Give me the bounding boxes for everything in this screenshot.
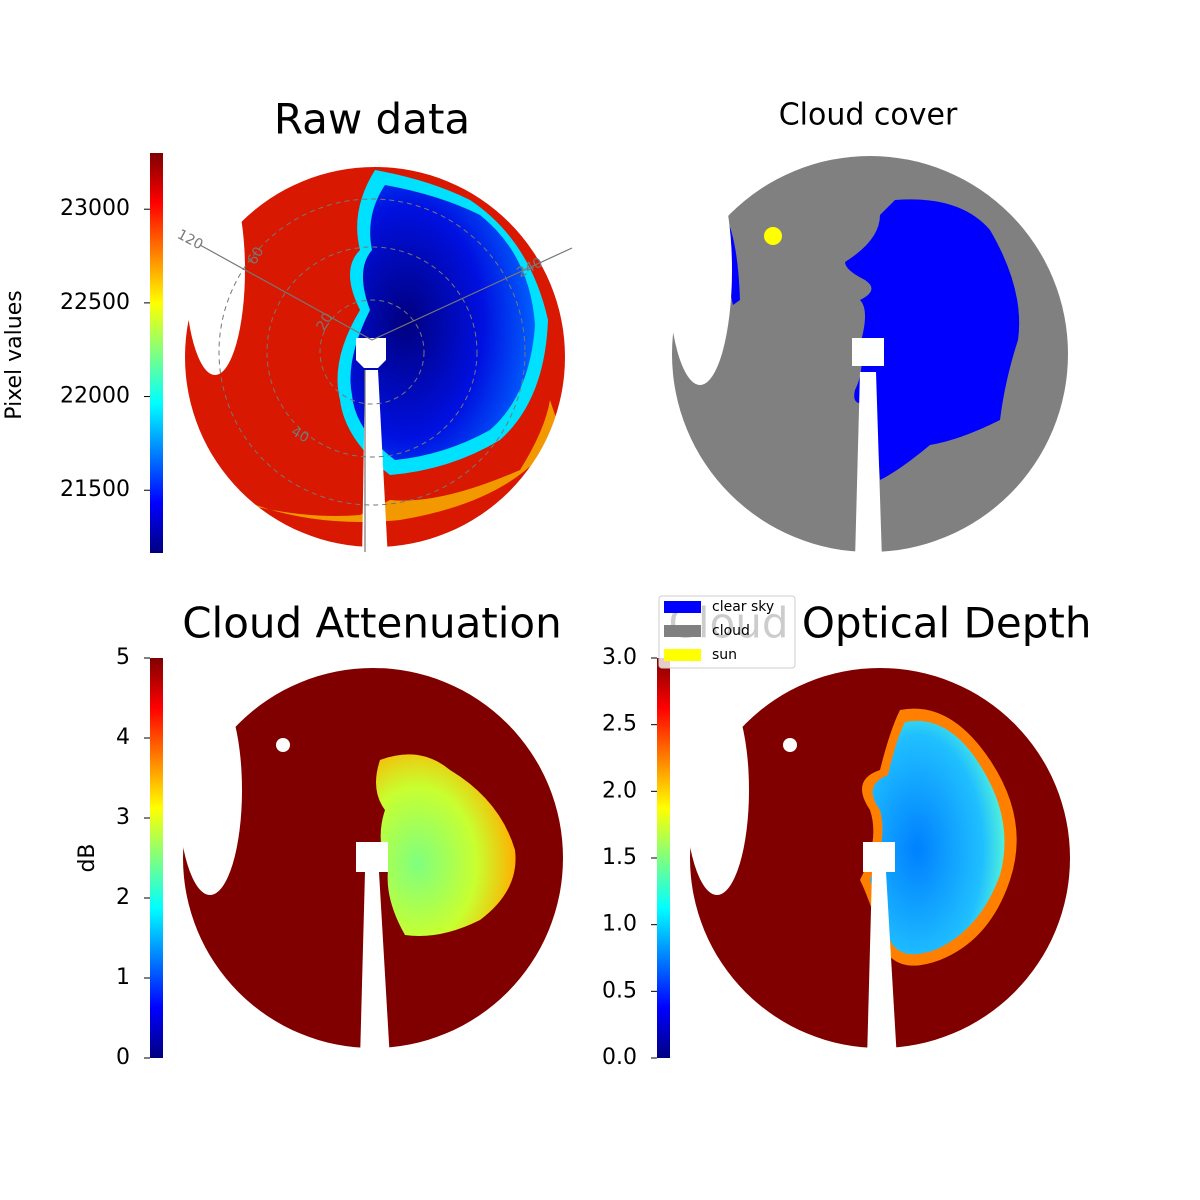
raw-image <box>185 167 565 547</box>
class-area <box>845 199 1020 480</box>
polar-label: 60 <box>245 244 268 267</box>
colorbar-tick-label: 3 <box>116 805 130 830</box>
colorbar-tick-label: 3.0 <box>602 645 637 670</box>
mask <box>668 155 732 385</box>
polar-grid <box>218 198 526 506</box>
colorbar-tick-label: 4 <box>116 725 130 750</box>
colorbar-tick-label: 0 <box>116 1045 130 1070</box>
mask <box>178 685 242 895</box>
colorbar <box>150 153 163 553</box>
mask <box>362 370 388 560</box>
mask <box>855 372 882 560</box>
mask <box>685 685 749 895</box>
colorbar-label: Pixel values <box>2 290 27 419</box>
colorbar-tick-label: 2.0 <box>602 778 637 803</box>
mask <box>852 338 884 366</box>
colorbar-tick-label: 23000 <box>60 196 130 221</box>
panel-title: Cloud Attenuation <box>182 599 562 648</box>
mask <box>276 738 290 752</box>
colorbar-tick-label: 5 <box>116 645 130 670</box>
mask <box>863 842 895 872</box>
legend-swatch <box>664 625 701 637</box>
colorbar <box>657 658 670 1058</box>
polar-label: 20 <box>314 310 337 333</box>
class-area <box>764 227 782 245</box>
colorbar-tick-label: 0.5 <box>602 978 637 1003</box>
polar-label: 40 <box>288 424 311 447</box>
colorbar <box>150 658 163 1058</box>
legend-label: cloud <box>712 623 750 639</box>
colorbar-label: dB <box>75 843 100 872</box>
mask <box>783 738 797 752</box>
mask <box>185 165 245 375</box>
colorbar-tick-label: 1.0 <box>602 912 637 937</box>
colorbar-tick-label: 2.5 <box>602 712 637 737</box>
legend-label: clear sky <box>712 599 774 615</box>
colorbar-tick-label: 22000 <box>60 384 130 409</box>
colorbar-tick-label: 1.5 <box>602 845 637 870</box>
panel-title: Cloud cover <box>779 98 958 133</box>
legend-label: sun <box>712 647 737 663</box>
panel-title: Raw data <box>274 95 470 144</box>
mask <box>360 872 390 1060</box>
mask <box>356 842 388 872</box>
colorbar-tick-label: 21500 <box>60 477 130 502</box>
mask <box>867 872 897 1060</box>
legend: clear sky cloud sun <box>658 595 796 669</box>
colorbar-tick-label: 2 <box>116 885 130 910</box>
legend-swatch <box>664 649 701 661</box>
legend-swatch <box>664 601 701 613</box>
colorbar-tick-label: 1 <box>116 965 130 990</box>
colorbar-tick-label: 0.0 <box>602 1045 637 1070</box>
mask <box>356 338 386 368</box>
colorbar-tick-label: 22500 <box>60 290 130 315</box>
polar-spokes <box>199 244 573 552</box>
